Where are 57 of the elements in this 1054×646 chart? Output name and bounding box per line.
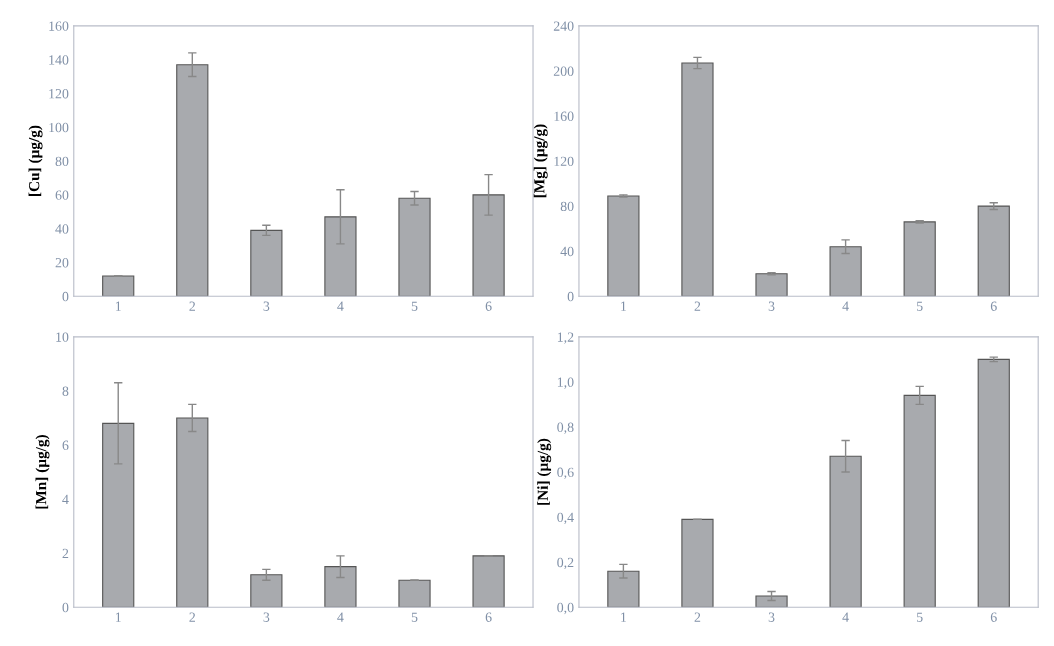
y-tick-label: 1,2 [557, 332, 574, 344]
x-tick-label: 5 [411, 301, 418, 311]
y-tick-label: 0 [567, 291, 574, 302]
y-tick-label: 80 [55, 156, 69, 166]
x-tick-label: 3 [768, 612, 775, 622]
x-tick-label: 6 [485, 612, 492, 622]
y-tick-label: 0,4 [557, 512, 574, 525]
y-tick-label: 1,0 [557, 377, 574, 389]
x-tick-label: 1 [621, 612, 627, 622]
x-tick-label: 4 [842, 301, 849, 311]
x-tick-label: 3 [263, 301, 270, 311]
y-tick-label: 40 [560, 246, 574, 257]
x-tick-label: 1 [115, 301, 121, 311]
y-tick-label: 0,2 [557, 557, 574, 570]
x-tick-label: 4 [337, 612, 344, 622]
x-tick-label: 1 [115, 612, 121, 622]
x-tick-label: 2 [694, 301, 701, 311]
x-tick-label: 4 [337, 301, 344, 311]
x-tick-label: 5 [917, 612, 923, 622]
x-tick-label: 5 [917, 301, 923, 311]
y-tick-label: 0,0 [557, 602, 574, 615]
x-tick-label: 2 [189, 301, 195, 311]
x-tick-label: 2 [694, 612, 701, 622]
y-tick-label: 140 [49, 55, 69, 65]
y-tick-label: 2 [62, 548, 69, 558]
y-tick-label: 0 [62, 291, 69, 302]
x-tick-label: 4 [842, 612, 849, 622]
y-tick-label: 0 [62, 602, 69, 613]
y-tick-label: 0,6 [557, 467, 574, 479]
x-tick-label: 1 [621, 301, 627, 311]
x-tick-label: 6 [990, 612, 997, 622]
y-tick-label: 8 [62, 386, 69, 396]
y-tick-label: 120 [49, 89, 69, 99]
y-tick-label: 6 [62, 440, 69, 450]
x-tick-label: 6 [485, 301, 492, 311]
y-tick-label: 160 [49, 21, 69, 31]
y-tick-label: 120 [554, 156, 574, 166]
x-tick-label: 3 [263, 612, 270, 622]
y-tick-label: 60 [55, 190, 69, 200]
y-tick-label: 40 [55, 224, 69, 234]
x-tick-label: 2 [189, 612, 195, 622]
y-tick-label: 100 [49, 122, 69, 133]
y-tick-label: 10 [56, 332, 69, 342]
y-tick-label: 0,8 [557, 422, 574, 434]
x-tick-label: 5 [411, 612, 418, 622]
y-tick-label: 240 [553, 21, 574, 31]
y-tick-label: 20 [55, 258, 69, 268]
y-tick-label: 200 [553, 66, 574, 76]
y-tick-label: 160 [554, 111, 574, 121]
x-tick-label: 3 [768, 301, 775, 311]
y-tick-label: 4 [62, 494, 69, 504]
y-axis-title: [Mn] (µg/g) [35, 435, 50, 509]
y-tick-label: 80 [560, 201, 574, 212]
x-tick-label: 6 [990, 301, 997, 311]
y-axis-title: [Cu] (µg/g) [28, 125, 43, 196]
y-axis-title: [Ni] (µg/g) [537, 438, 552, 505]
y-axis-title: [Mg] (µg/g) [533, 124, 548, 198]
